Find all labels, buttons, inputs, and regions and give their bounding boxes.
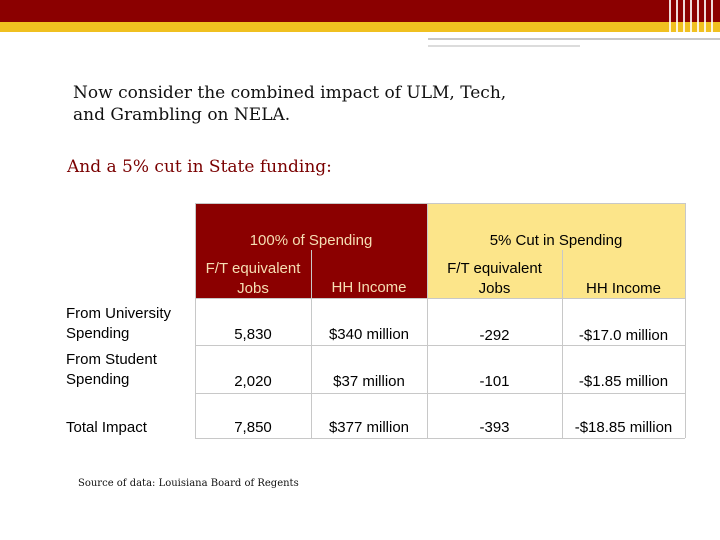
cell-income-cut: -$1.85 million bbox=[578, 373, 669, 390]
cell-income-full: $340 million bbox=[328, 326, 410, 343]
row-label-student: From Student Spending bbox=[66, 350, 196, 390]
table-rule bbox=[195, 438, 685, 439]
cell-income-full: $377 million bbox=[328, 419, 410, 436]
header-stripes bbox=[667, 0, 720, 32]
source-note: Source of data: Louisiana Board of Regen… bbox=[78, 478, 299, 489]
table-rule bbox=[195, 298, 685, 299]
col-header-jobs-line2: Jobs bbox=[478, 280, 511, 297]
group-header-cut: 5% Cut in Spending bbox=[489, 232, 623, 249]
header-rule bbox=[428, 38, 720, 40]
col-header-income-cut: HH Income bbox=[585, 280, 662, 297]
col-header-jobs-cut: F/T equivalent Jobs bbox=[427, 259, 562, 299]
row-label-university: From University Spending bbox=[66, 304, 196, 344]
slide-subtitle: And a 5% cut in State funding: bbox=[67, 157, 332, 177]
table-rule bbox=[195, 203, 685, 204]
slide-title-line-1: Now consider the combined impact of ULM,… bbox=[73, 83, 507, 103]
header-block-cut-spending bbox=[427, 203, 685, 298]
row-label-line1: From Student bbox=[66, 351, 157, 368]
row-label-line1: From University bbox=[66, 305, 172, 322]
cell-income-cut: -$18.85 million bbox=[574, 419, 673, 436]
col-header-income-full: HH Income bbox=[331, 279, 407, 296]
slide-title-line-2: and Grambling on NELA. bbox=[73, 105, 291, 125]
table-rule bbox=[195, 203, 196, 438]
col-header-jobs-line1: F/T equivalent bbox=[205, 260, 301, 277]
row-label-total: Total Impact bbox=[66, 419, 147, 436]
header-bar-gold bbox=[0, 22, 720, 32]
table-rule bbox=[685, 203, 686, 438]
group-header-full: 100% of Spending bbox=[249, 232, 373, 249]
col-header-jobs-line1: F/T equivalent bbox=[447, 260, 542, 277]
cell-jobs-full: 5,830 bbox=[234, 326, 272, 343]
cell-income-cut: -$17.0 million bbox=[578, 327, 669, 344]
table-rule bbox=[427, 203, 428, 438]
table-rule bbox=[311, 250, 312, 438]
row-label-line2: Spending bbox=[66, 325, 130, 342]
slide-title: Now consider the combined impact of ULM,… bbox=[73, 82, 633, 126]
cell-jobs-cut: -393 bbox=[479, 419, 510, 436]
table-rule bbox=[195, 393, 685, 394]
header-bar-maroon bbox=[0, 0, 720, 22]
table-rule bbox=[562, 250, 563, 438]
col-header-jobs-full: F/T equivalent Jobs bbox=[195, 259, 311, 299]
table-rule bbox=[195, 345, 685, 346]
cell-income-full: $37 million bbox=[333, 373, 405, 390]
row-label-line2: Spending bbox=[66, 371, 130, 388]
header-rule-short bbox=[428, 45, 580, 47]
cell-jobs-cut: -101 bbox=[479, 373, 510, 390]
col-header-jobs-line2: Jobs bbox=[237, 280, 269, 297]
cell-jobs-cut: -292 bbox=[479, 327, 510, 344]
cell-jobs-full: 7,850 bbox=[234, 419, 272, 436]
cell-jobs-full: 2,020 bbox=[234, 373, 272, 390]
